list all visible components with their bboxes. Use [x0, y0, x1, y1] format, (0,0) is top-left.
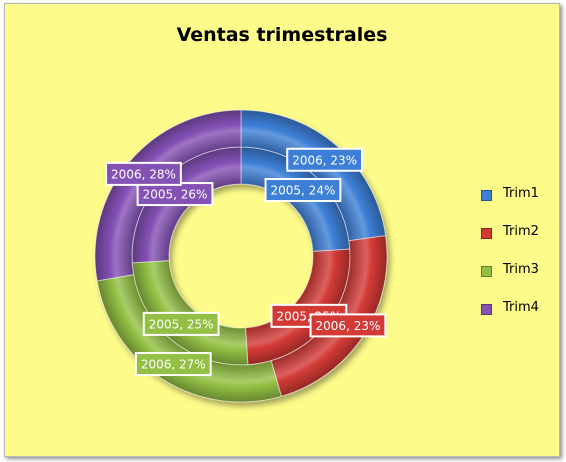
- legend-swatch-trim1: [481, 190, 492, 201]
- data-label-text: 2005, 25%: [149, 317, 214, 331]
- legend-swatch-trim3: [481, 266, 492, 277]
- data-label-text: 2005, 24%: [271, 184, 336, 198]
- data-label-2006-trim3: 2006, 27%: [136, 353, 211, 375]
- data-label-2006-trim4: 2006, 28%: [106, 163, 181, 185]
- chart-area: Ventas trimestrales 2005, 24% 2005, 25% 20…: [4, 3, 560, 457]
- data-label-text: 2005, 26%: [143, 188, 208, 202]
- legend-label-trim2: Trim2: [503, 224, 539, 239]
- data-label-2005-trim3: 2005, 25%: [144, 313, 219, 335]
- legend-swatch-trim4: [481, 304, 492, 315]
- data-label-2005-trim1: 2005, 24%: [266, 179, 341, 201]
- legend-label-trim3: Trim3: [503, 262, 539, 277]
- legend-label-trim4: Trim4: [503, 300, 539, 315]
- data-label-text: 2006, 28%: [111, 167, 176, 181]
- legend-label-trim1: Trim1: [503, 186, 539, 201]
- data-label-2006-trim1: 2006, 23%: [287, 149, 362, 171]
- legend-swatch-trim2: [481, 228, 492, 239]
- data-label-2006-trim2: 2006, 23%: [311, 314, 386, 336]
- data-label-text: 2006, 27%: [141, 358, 206, 372]
- data-label-text: 2006, 23%: [292, 153, 357, 167]
- data-label-2005-trim4: 2005, 26%: [138, 183, 213, 205]
- doughnut-chart: 2005, 24%2005, 25%2005, 25%2005, 26%2006…: [5, 4, 559, 456]
- data-label-text: 2006, 23%: [316, 319, 381, 333]
